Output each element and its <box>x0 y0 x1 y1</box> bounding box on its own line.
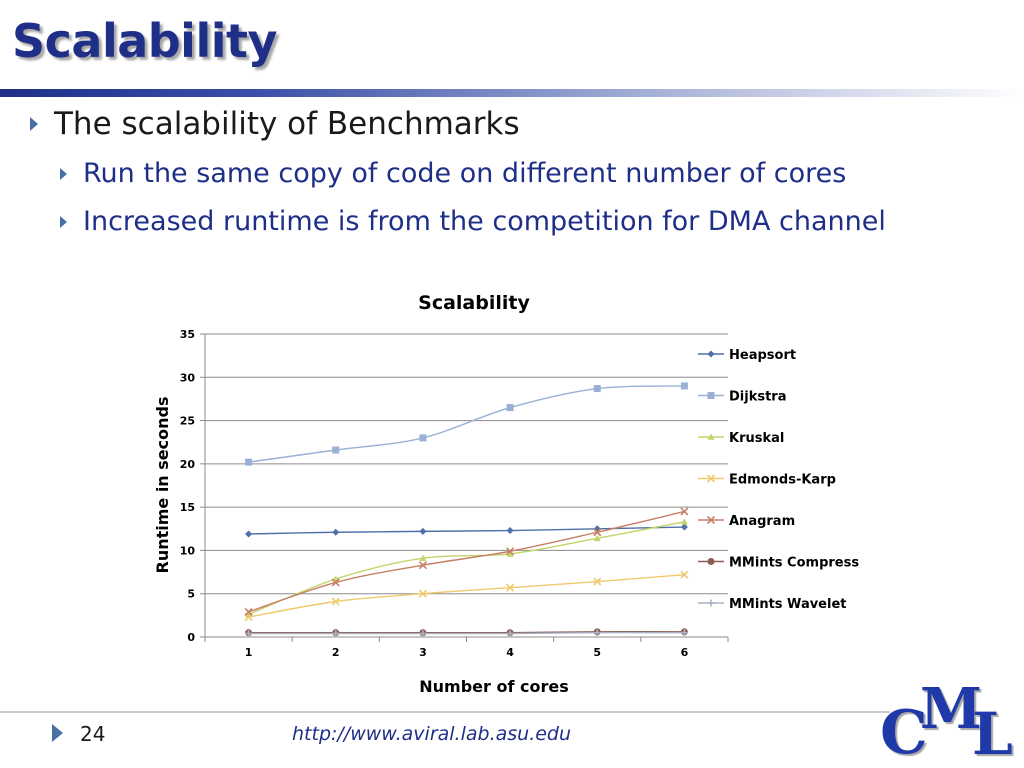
y-axis-label: Runtime in seconds <box>153 397 172 574</box>
x-tick-label: 3 <box>419 646 427 659</box>
data-point <box>593 385 601 393</box>
legend-marker <box>707 433 715 440</box>
bullet-marker-icon <box>60 167 67 180</box>
series-line <box>248 631 685 635</box>
data-point <box>680 382 688 390</box>
data-point <box>506 404 514 412</box>
y-tick-label: 10 <box>180 544 196 557</box>
series-line <box>248 573 685 618</box>
data-point <box>332 446 340 454</box>
data-point <box>506 547 515 556</box>
series-line <box>248 526 685 535</box>
legend-label: Heapsort <box>729 348 796 363</box>
y-tick-label: 5 <box>187 588 195 601</box>
data-point <box>418 589 427 598</box>
data-point <box>506 550 514 557</box>
bullet-marker-icon <box>30 117 38 131</box>
data-point <box>680 570 689 579</box>
data-point <box>331 578 340 587</box>
logo-letter: M <box>920 676 982 742</box>
data-point <box>332 528 340 536</box>
series-line <box>248 631 685 634</box>
data-point <box>419 630 427 638</box>
x-tick-label: 2 <box>332 646 340 659</box>
data-point <box>419 527 427 535</box>
x-tick-label: 1 <box>245 646 253 659</box>
footer-url: http://www.aviral.lab.asu.edu <box>292 723 572 745</box>
bullet-item: The scalability of Benchmarks <box>30 106 520 142</box>
data-point <box>506 630 514 638</box>
legend-label: Kruskal <box>729 431 784 446</box>
data-point <box>419 434 427 442</box>
data-point <box>245 530 253 538</box>
data-point <box>680 523 688 531</box>
sub-bullet-text: Run the same copy of code on different n… <box>83 158 847 189</box>
sub-bullet-item: Increased runtime is from the competitio… <box>60 206 886 237</box>
x-tick-label: 5 <box>593 646 601 659</box>
logo-letter: L <box>972 700 1013 768</box>
legend-label: MMints Compress <box>729 556 859 571</box>
cml-logo: C M L <box>880 676 1020 768</box>
y-tick-label: 15 <box>180 501 195 514</box>
y-tick-label: 30 <box>180 371 196 384</box>
x-axis-label: Number of cores <box>419 677 568 696</box>
legend-label: Dijkstra <box>729 390 786 405</box>
series-line <box>248 510 685 613</box>
data-point <box>245 630 253 638</box>
data-point <box>244 607 253 616</box>
data-point <box>593 528 602 537</box>
data-point <box>419 554 427 562</box>
legend-marker <box>707 599 715 607</box>
y-tick-label: 35 <box>180 328 195 341</box>
data-point <box>593 629 601 637</box>
data-point <box>331 597 340 606</box>
data-point <box>680 518 688 525</box>
data-point <box>506 527 514 535</box>
legend-marker <box>706 515 716 525</box>
data-point <box>593 534 601 542</box>
legend-marker <box>707 350 715 358</box>
title-underline <box>0 89 1024 97</box>
slide-title: Scalability <box>12 14 277 68</box>
y-tick-label: 20 <box>180 458 196 471</box>
data-point <box>418 561 427 570</box>
chart-title: Scalability <box>418 292 530 314</box>
legend-marker <box>707 558 715 565</box>
data-point <box>593 577 602 586</box>
legend-marker <box>707 392 715 399</box>
legend-label: Edmonds-Karp <box>729 473 836 488</box>
legend-marker <box>706 474 716 483</box>
sub-bullet-text: Increased runtime is from the competitio… <box>83 206 886 237</box>
legend-label: Anagram <box>729 514 795 529</box>
legend-label: MMints Wavelet <box>729 597 847 612</box>
y-tick-label: 0 <box>187 631 195 644</box>
series-line <box>248 521 685 616</box>
data-point <box>245 458 253 466</box>
sub-bullet-item: Run the same copy of code on different n… <box>60 158 846 189</box>
x-tick-label: 6 <box>681 646 689 659</box>
data-point <box>332 630 340 638</box>
data-point <box>680 629 688 637</box>
x-tick-label: 4 <box>506 646 514 659</box>
logo-letter: C <box>880 698 928 768</box>
footer-divider <box>0 711 890 713</box>
page-number: 24 <box>80 722 106 746</box>
bullet-marker-icon <box>60 215 67 228</box>
data-point <box>506 583 515 592</box>
bullet-text: The scalability of Benchmarks <box>54 106 520 142</box>
series-line <box>248 385 685 463</box>
y-tick-label: 25 <box>180 415 195 428</box>
footer-marker-icon <box>52 724 63 742</box>
data-point <box>680 507 689 516</box>
